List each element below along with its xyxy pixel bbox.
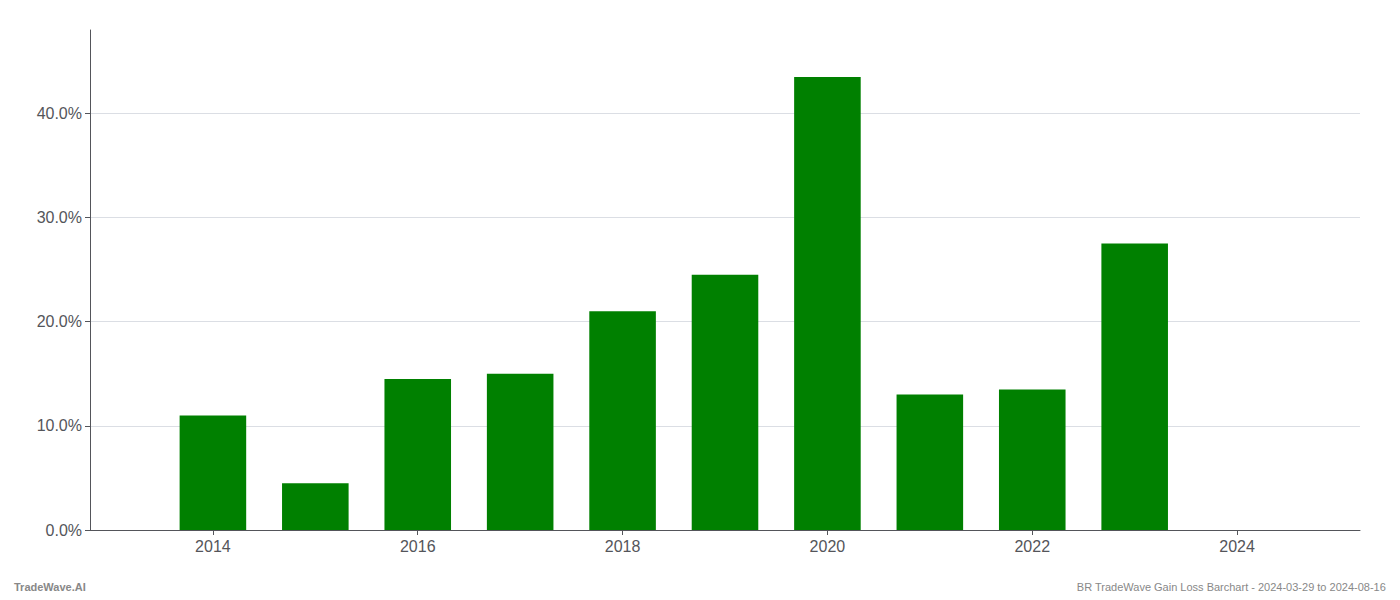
svg-text:30.0%: 30.0% <box>37 209 82 226</box>
svg-text:BR TradeWave Gain Loss Barchar: BR TradeWave Gain Loss Barchart - 2024-0… <box>1077 581 1386 593</box>
svg-text:20.0%: 20.0% <box>37 313 82 330</box>
svg-text:TradeWave.AI: TradeWave.AI <box>14 581 86 593</box>
svg-text:40.0%: 40.0% <box>37 105 82 122</box>
svg-text:0.0%: 0.0% <box>46 522 82 539</box>
svg-text:2020: 2020 <box>810 538 846 555</box>
svg-text:2016: 2016 <box>400 538 436 555</box>
svg-text:2022: 2022 <box>1014 538 1050 555</box>
svg-text:10.0%: 10.0% <box>37 417 82 434</box>
svg-text:2014: 2014 <box>195 538 231 555</box>
svg-text:2024: 2024 <box>1219 538 1255 555</box>
svg-text:2018: 2018 <box>605 538 641 555</box>
